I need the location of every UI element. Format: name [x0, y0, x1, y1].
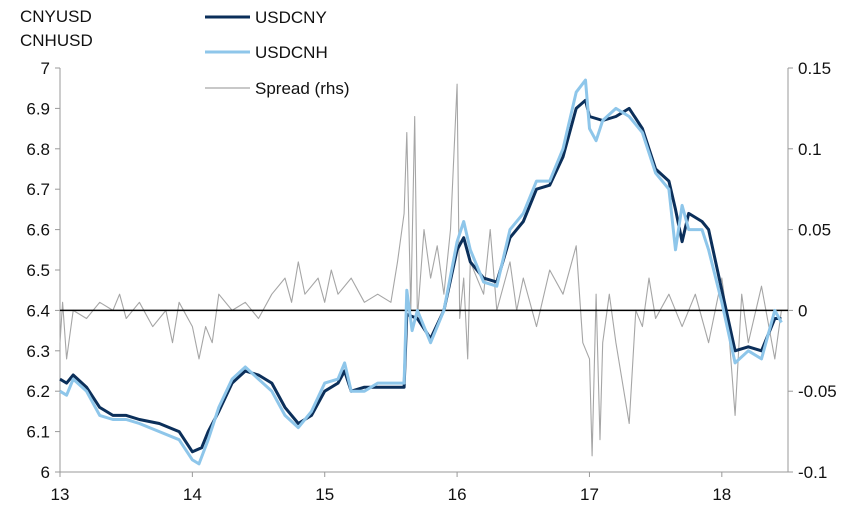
y-left-tick-label: 6 — [41, 463, 50, 482]
x-tick-label: 17 — [580, 485, 599, 504]
left-axis-title-2: CNHUSD — [20, 31, 93, 50]
legend-label-usdcny: USDCNY — [255, 8, 327, 27]
x-tick-label: 18 — [712, 485, 731, 504]
y-left-tick-label: 6.5 — [26, 261, 50, 280]
legend-label-spread: Spread (rhs) — [255, 79, 349, 98]
legend: USDCNY USDCNH Spread (rhs) — [205, 8, 349, 98]
y-left-tick-label: 6.9 — [26, 99, 50, 118]
x-tick-label: 15 — [315, 485, 334, 504]
x-tick-label: 14 — [183, 485, 202, 504]
y-left-tick-label: 6.2 — [26, 382, 50, 401]
legend-label-usdcnh: USDCNH — [255, 43, 328, 62]
left-axis-title-1: CNYUSD — [20, 7, 92, 26]
y-left-tick-label: 6.8 — [26, 140, 50, 159]
y-right-tick-label: 0 — [798, 301, 807, 320]
y-left-tick-label: 6.4 — [26, 301, 50, 320]
y-right-tick-label: 0.15 — [798, 59, 831, 78]
y-right-tick-label: 0.05 — [798, 221, 831, 240]
y-right-tick-label: -0.05 — [798, 382, 837, 401]
y-left-tick-label: 6.3 — [26, 342, 50, 361]
y-left-tick-label: 6.6 — [26, 221, 50, 240]
y-left-tick-label: 6.1 — [26, 423, 50, 442]
x-tick-label: 13 — [51, 485, 70, 504]
x-tick-label: 16 — [448, 485, 467, 504]
y-left-tick-label: 7 — [41, 59, 50, 78]
usdcnh-line — [59, 78, 783, 466]
spread-line — [59, 83, 782, 457]
y-right-tick-label: -0.1 — [798, 463, 827, 482]
y-right-tick-label: 0.1 — [798, 140, 822, 159]
y-left-tick-label: 6.7 — [26, 180, 50, 199]
